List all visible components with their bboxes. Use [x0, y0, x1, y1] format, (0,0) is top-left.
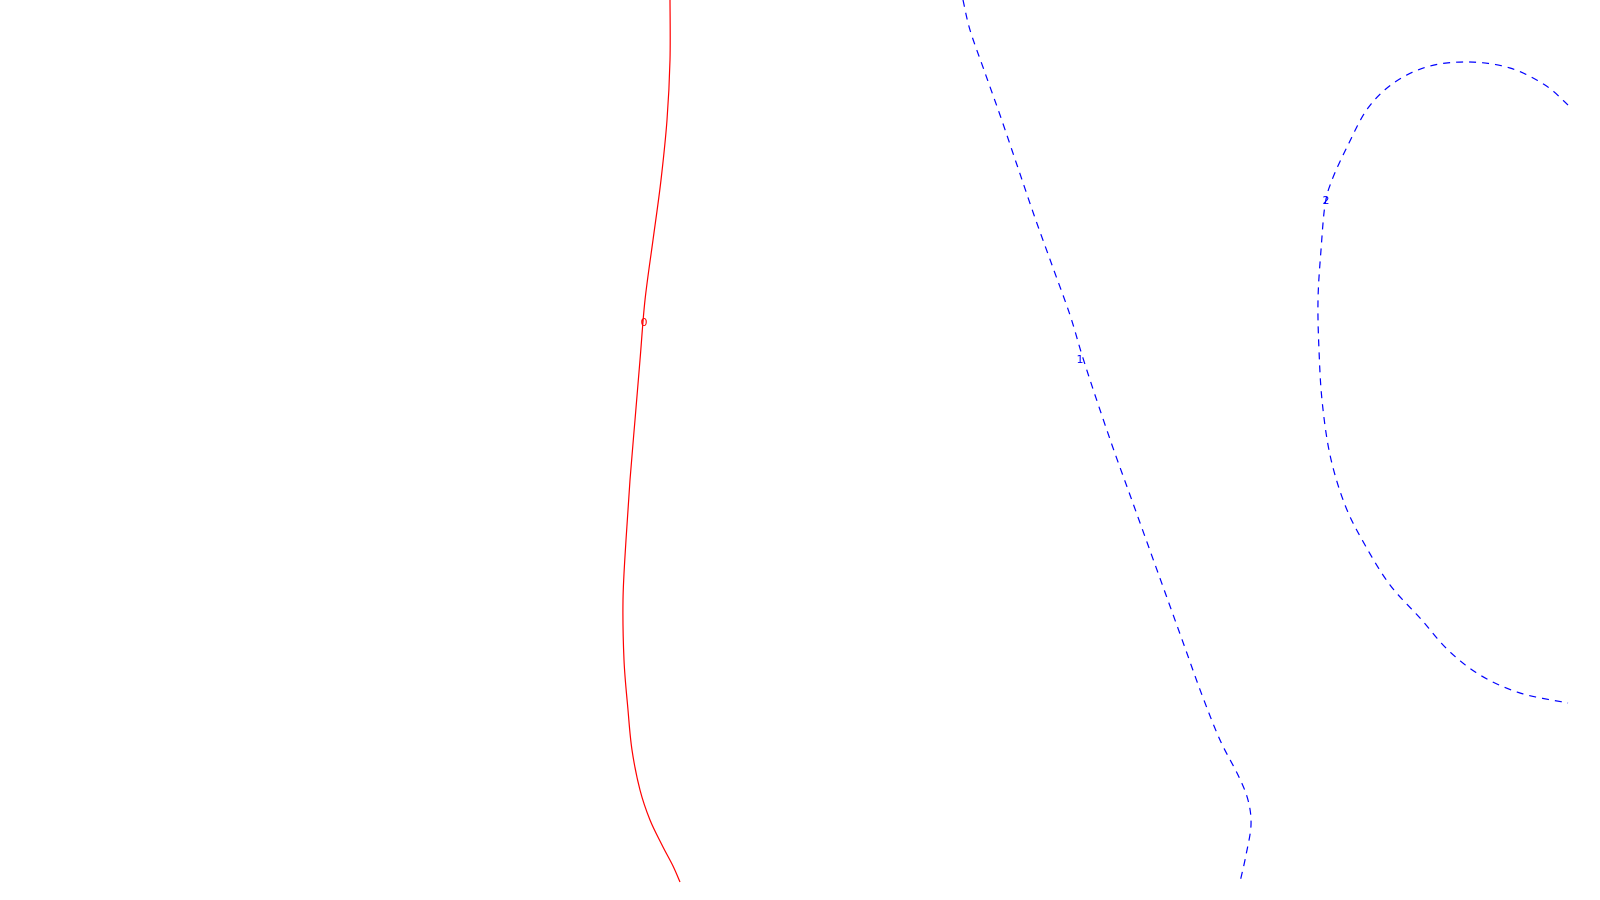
contour-line-1 [962, 0, 1252, 883]
contour-label-1: 1 [1077, 353, 1084, 366]
contour-line-2 [1317, 61, 1569, 704]
contour-line-0 [622, 0, 681, 883]
contour-label-2: 2 [1323, 194, 1330, 207]
contour-label-0: 0 [641, 316, 648, 329]
